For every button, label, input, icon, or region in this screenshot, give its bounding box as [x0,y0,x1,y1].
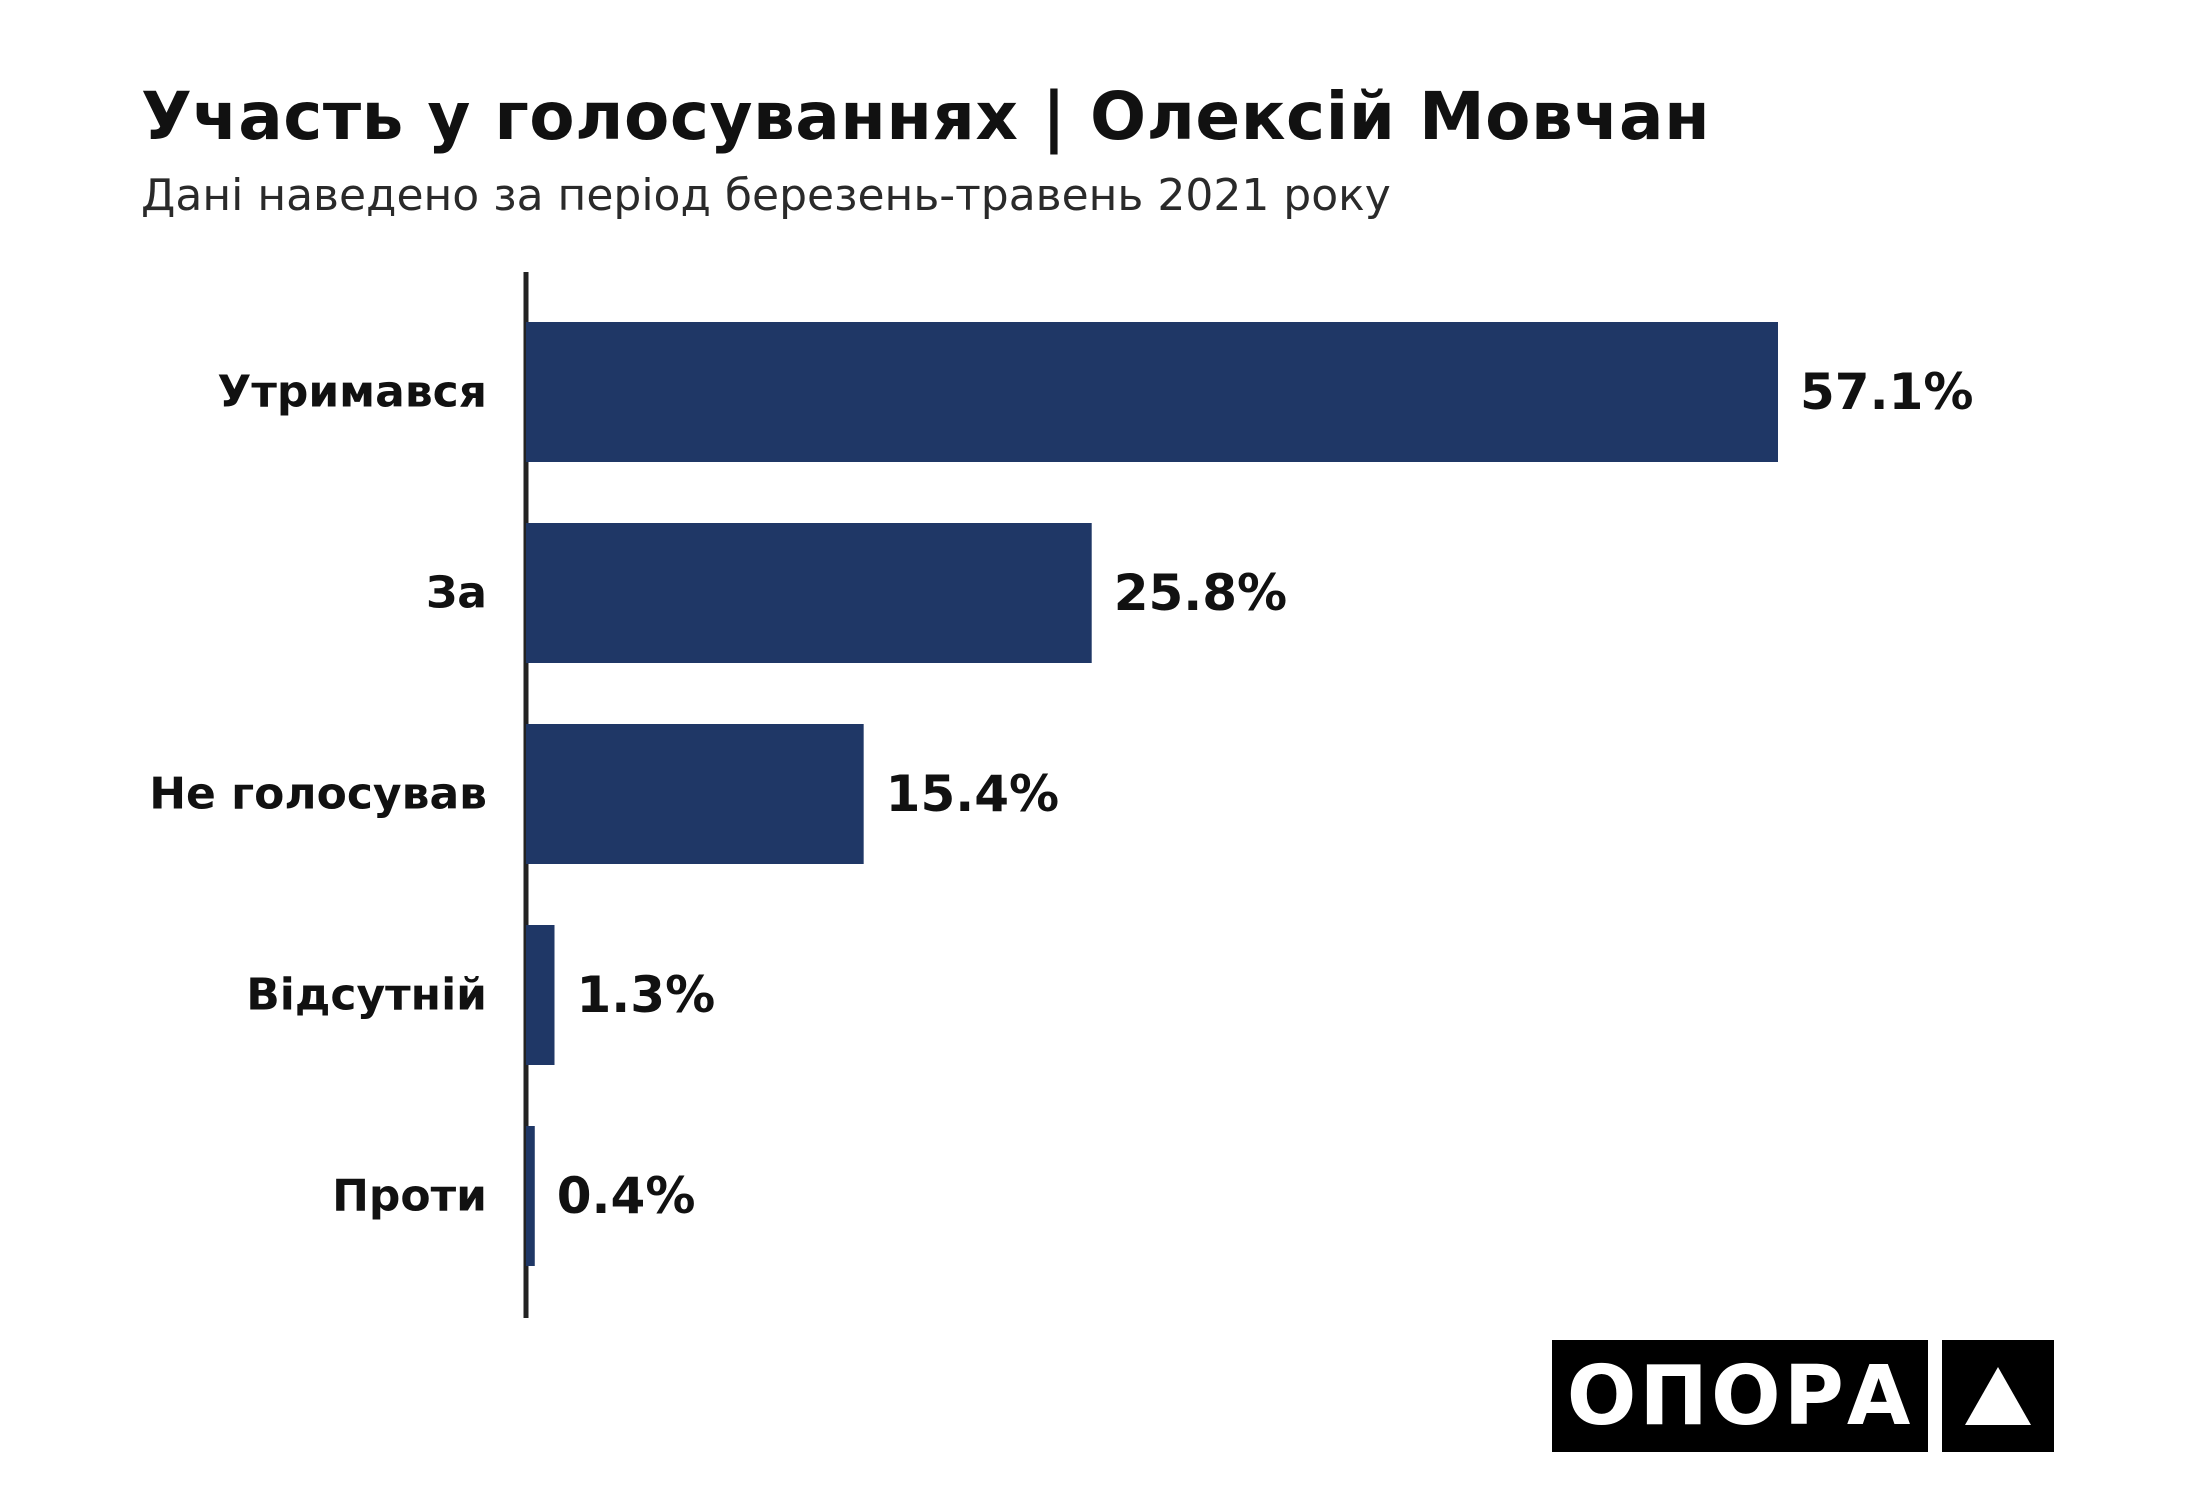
bar-0 [526,322,1778,462]
value-label-4: 0.4% [557,1167,696,1225]
bar-2 [526,724,864,864]
bar-1 [526,523,1092,663]
category-label-4: Проти [332,1171,487,1222]
category-label-2: Не голосував [149,769,487,820]
value-label-1: 25.8% [1114,564,1287,622]
value-label-3: 1.3% [577,966,716,1024]
bars-group: Утримався 57.1% За 25.8% Не голосував 15.4% Ві… [149,322,1973,1266]
logo-wordmark: ОПОРА [1552,1340,1928,1452]
triangle-icon [1942,1340,2054,1452]
category-label-0: Утримався [217,367,487,418]
chart-subtitle: Дані наведено за період березень-травень… [141,170,1391,221]
bar-3 [526,925,555,1065]
bar-4 [526,1126,535,1266]
value-label-0: 57.1% [1800,363,1973,421]
opora-logo: ОПОРА [1552,1340,2054,1452]
category-label-1: За [426,568,487,619]
value-label-2: 15.4% [886,765,1059,823]
chart-title: Участь у голосуваннях | Олексій Мовчан [141,78,1711,155]
category-label-3: Відсутній [246,970,487,1021]
